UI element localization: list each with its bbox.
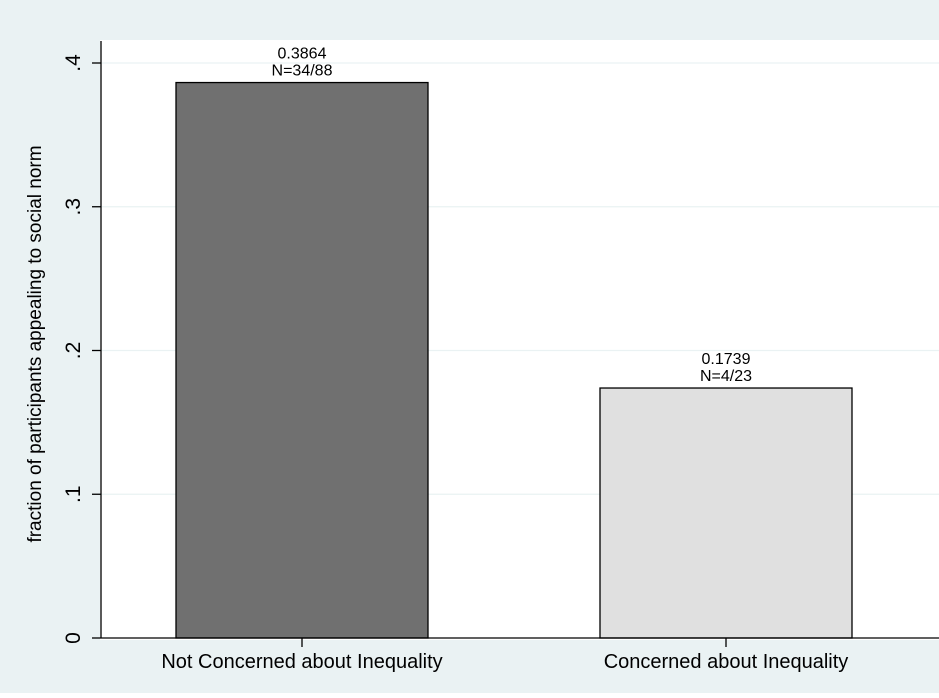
bar: [175, 81, 429, 639]
y-tick-label: .4: [62, 54, 85, 72]
y-tick-label: .2: [62, 342, 85, 360]
y-tick-label: 0: [62, 632, 85, 644]
x-axis-ticks: Not Concerned about Inequality Concerned …: [161, 638, 848, 673]
y-tick-label: .3: [62, 198, 85, 216]
bars: [175, 81, 853, 639]
y-tick-label: .1: [62, 485, 85, 503]
y-axis-ticks: 0 .1 .2 .3 .4: [62, 54, 101, 644]
data-label: N=34/88: [272, 63, 333, 80]
x-tick-label: Concerned about Inequality: [604, 651, 849, 673]
data-label: 0.3864: [278, 46, 327, 63]
x-tick-label: Not Concerned about Inequality: [161, 651, 442, 673]
data-label: N=4/23: [700, 368, 752, 385]
bar: [599, 387, 853, 639]
axes: [100, 41, 939, 639]
data-label: 0.1739: [702, 351, 751, 368]
y-axis-title: fraction of participants appealing to so…: [25, 145, 46, 542]
